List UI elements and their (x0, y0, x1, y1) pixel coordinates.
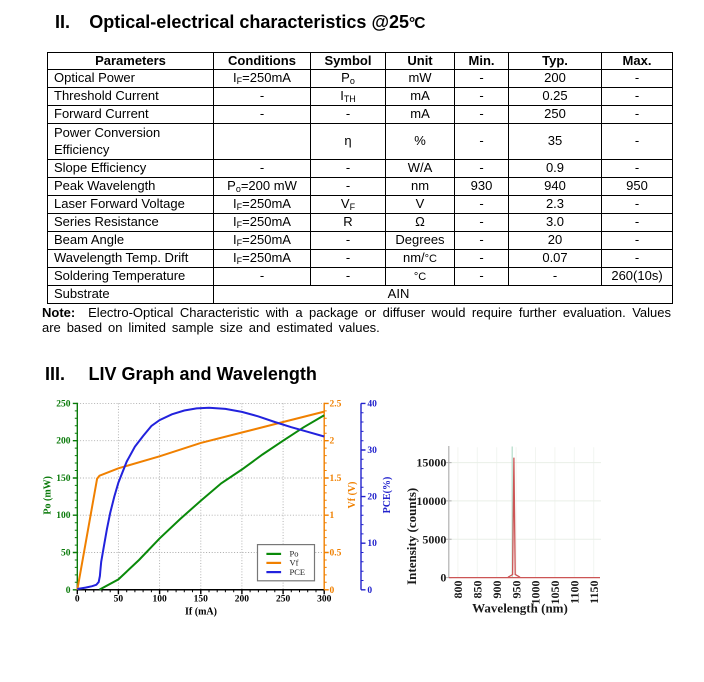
svg-text:850: 850 (471, 581, 485, 599)
svg-text:0: 0 (75, 595, 80, 605)
svg-text:300: 300 (317, 595, 332, 605)
svg-text:Vf: Vf (290, 558, 299, 568)
svg-text:1050: 1050 (548, 581, 562, 605)
svg-text:50: 50 (114, 595, 124, 605)
svg-text:0: 0 (330, 586, 335, 596)
svg-text:PCE(%): PCE(%) (382, 477, 393, 514)
svg-text:150: 150 (194, 595, 209, 605)
svg-text:100: 100 (152, 595, 167, 605)
svg-text:1100: 1100 (568, 581, 582, 604)
svg-text:Intensity (counts): Intensity (counts) (404, 488, 419, 585)
svg-text:800: 800 (451, 581, 465, 599)
svg-text:0.5: 0.5 (330, 549, 342, 559)
svg-text:If (mA): If (mA) (185, 607, 217, 618)
svg-text:900: 900 (490, 581, 504, 599)
svg-text:Po (mW): Po (mW) (43, 476, 54, 515)
svg-text:200: 200 (56, 437, 71, 447)
svg-text:200: 200 (235, 595, 250, 605)
svg-text:100: 100 (56, 511, 71, 521)
svg-text:1.5: 1.5 (330, 474, 342, 484)
svg-text:0: 0 (440, 571, 446, 585)
svg-text:Vf (V): Vf (V) (347, 482, 358, 509)
svg-text:1000: 1000 (529, 581, 543, 605)
svg-text:2: 2 (330, 437, 335, 447)
svg-text:250: 250 (276, 595, 291, 605)
svg-text:2.5: 2.5 (330, 399, 342, 409)
svg-text:30: 30 (367, 446, 377, 456)
svg-text:0: 0 (66, 586, 71, 596)
svg-text:0: 0 (367, 586, 372, 596)
svg-text:1150: 1150 (587, 581, 601, 604)
svg-text:20: 20 (367, 493, 377, 503)
svg-text:5000: 5000 (422, 532, 446, 546)
svg-text:Wavelength (nm): Wavelength (nm) (472, 601, 568, 616)
svg-text:10: 10 (367, 539, 377, 549)
svg-text:150: 150 (56, 474, 71, 484)
svg-text:Po: Po (290, 549, 299, 559)
svg-text:250: 250 (56, 399, 71, 409)
svg-text:950: 950 (509, 581, 523, 599)
svg-text:10000: 10000 (416, 494, 446, 508)
svg-text:15000: 15000 (416, 456, 446, 470)
svg-text:PCE: PCE (290, 567, 306, 577)
svg-text:50: 50 (61, 549, 71, 559)
svg-text:40: 40 (367, 399, 377, 409)
svg-text:1: 1 (330, 511, 335, 521)
